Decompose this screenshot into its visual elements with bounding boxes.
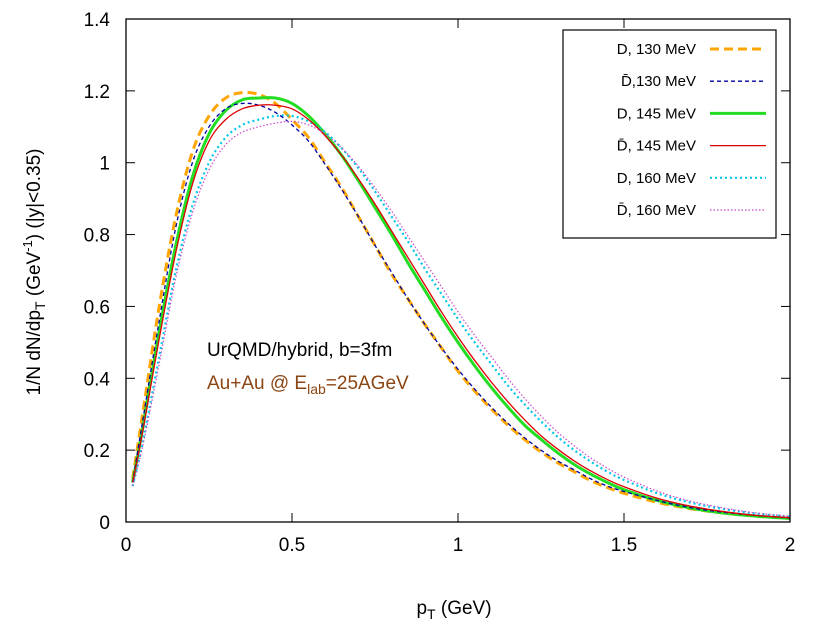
x-tick-label: 0.5 [279, 535, 305, 556]
legend-label-d-160-mev: D̄, 160 MeV [617, 202, 696, 219]
y-tick-label: 0.6 [84, 297, 110, 318]
y-tick-label: 1.2 [84, 82, 110, 103]
legend-label-d-160-mev: D, 160 MeV [617, 170, 696, 187]
annotation-line-2-b: =25AGeV [326, 373, 409, 394]
y-axis-title-b: (GeV [24, 251, 45, 301]
x-tick-label: 0 [121, 535, 132, 556]
annotation-line-2-a: Au+Au @ E [207, 373, 307, 394]
y-tick-label: 1.4 [84, 10, 111, 31]
x-axis-title-sub: T [427, 606, 436, 622]
x-tick-label: 2 [785, 535, 796, 556]
tick-labels: 0 0.5 1 1.5 2 0 0.2 0.4 0.6 0.8 1 1.2 1.4 [84, 10, 796, 556]
legend-label-d-145-mev: D̄, 145 MeV [617, 138, 696, 155]
y-tick-label: 0.4 [84, 369, 111, 390]
y-axis-title-sub: T [32, 301, 48, 310]
series-line-d-160-mev [131, 114, 791, 518]
legend-label-d-130-mev: D, 130 MeV [617, 41, 696, 58]
annotation-line-1: UrQMD/hybrid, b=3fm [207, 340, 392, 361]
plot-frame [125, 18, 791, 523]
legend-label-d-130-mev: D̄,130 MeV [621, 73, 696, 90]
series-line-d-145-mev [132, 104, 791, 519]
x-tick-label: 1 [453, 535, 464, 556]
y-tick-label: 0.8 [84, 226, 110, 247]
y-axis-title-c: ) (|y|<0.35) [24, 148, 45, 240]
series-lines [131, 90, 791, 520]
x-tick-label: 1.5 [611, 535, 637, 556]
y-axis-title-a: 1/N dN/dp [24, 310, 45, 396]
series-line-d-130-mev [131, 102, 791, 519]
annotation-line-2-sub: lab [307, 381, 326, 397]
y-tick-label: 1 [99, 154, 110, 175]
x-axis-title-rest: (GeV) [436, 598, 492, 619]
y-axis-title-sup: -1 [20, 240, 35, 252]
legend-label-d-145-mev: D, 145 MeV [617, 105, 696, 122]
series-line-d-145-mev [131, 96, 791, 520]
y-tick-label: 0.2 [84, 441, 110, 462]
series-line-d-160-mev [132, 120, 791, 517]
x-axis-title-main: p [416, 598, 427, 619]
x-axis-title: pT (GeV) [416, 598, 491, 622]
legend-box [562, 29, 777, 239]
y-tick-label: 0 [99, 513, 110, 534]
legend: D, 130 MeV D̄,130 MeV D, 145 MeV D̄, 145 Me… [562, 29, 777, 239]
y-axis-title: 1/N dN/dpT (GeV-1) (|y|<0.35) [20, 148, 48, 395]
annotation-line-2: Au+Au @ Elab=25AGeV [207, 373, 409, 397]
